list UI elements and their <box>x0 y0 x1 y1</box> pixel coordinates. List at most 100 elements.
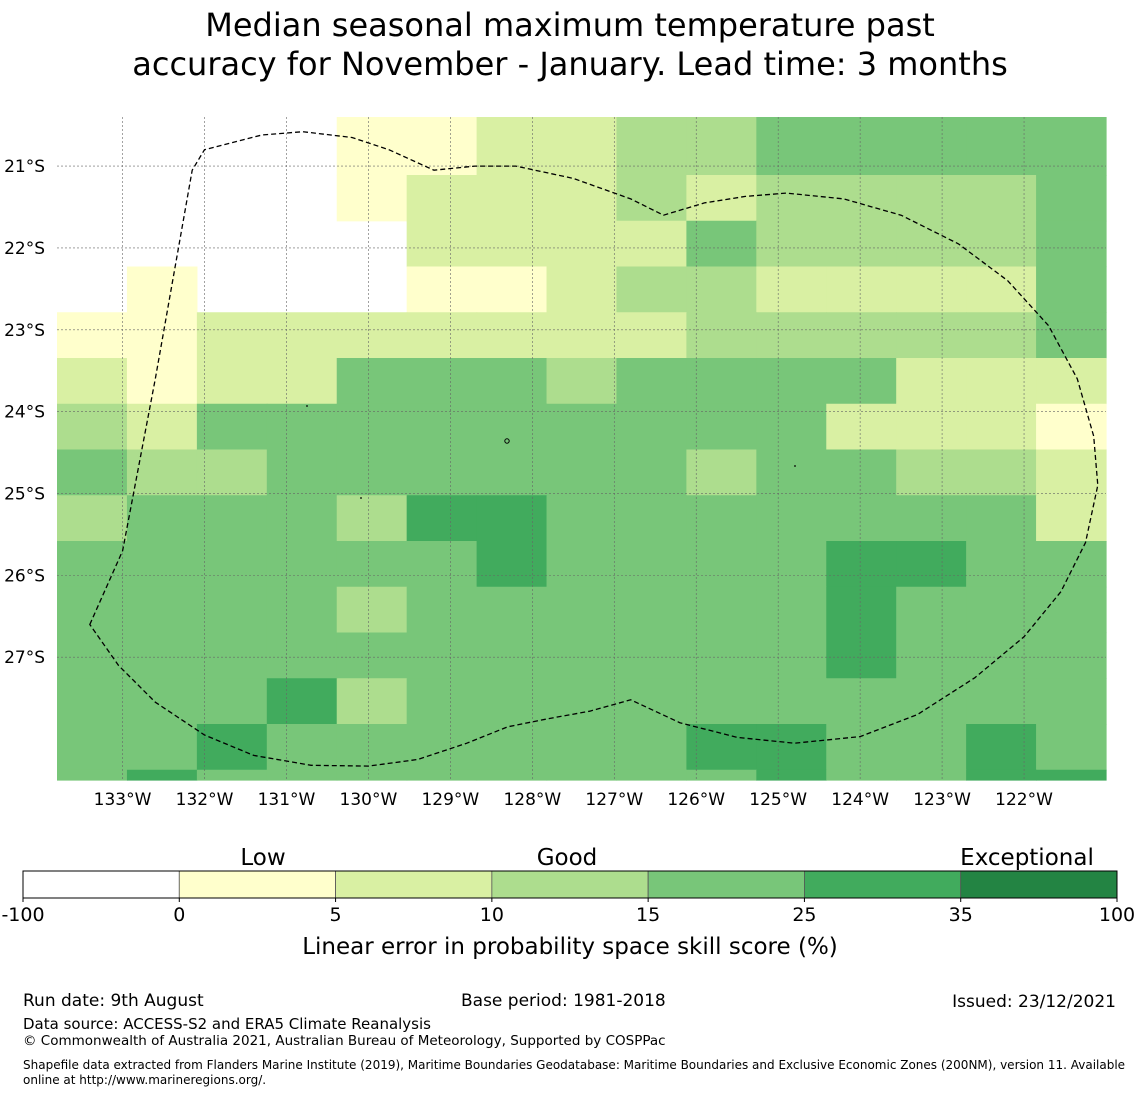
grid-cell <box>1036 117 1107 176</box>
grid-cell <box>686 312 757 359</box>
grid-cell <box>476 175 548 222</box>
grid-cell <box>266 769 338 781</box>
grid-cell <box>546 449 618 496</box>
grid-cell <box>476 403 548 451</box>
grid-cell <box>826 449 897 496</box>
grid-cell <box>546 541 618 588</box>
grid-cell <box>756 586 827 634</box>
grid-cell <box>686 358 757 405</box>
grid-cell <box>406 678 478 725</box>
colorbar-frame <box>22 870 1118 899</box>
grid-cell <box>546 403 618 451</box>
grid-cell <box>266 586 338 634</box>
grid-cell <box>616 495 687 542</box>
grid-cell <box>57 449 128 496</box>
grid-cell <box>406 541 478 588</box>
grid-cell <box>196 495 268 542</box>
grid-cell <box>57 541 128 588</box>
grid-cell <box>686 678 757 725</box>
grid-cell <box>826 312 897 359</box>
grid-cell <box>476 358 548 405</box>
skill-grid <box>57 117 1107 781</box>
grid-cell <box>126 312 198 359</box>
grid-cell <box>126 586 198 634</box>
grid-cell <box>756 769 827 781</box>
graticule <box>57 117 1106 780</box>
grid-cell <box>616 220 687 268</box>
grid-cell <box>686 266 757 313</box>
grid-cell <box>686 403 757 451</box>
grid-cell <box>126 449 198 496</box>
grid-cell <box>126 495 198 542</box>
grid-cell <box>336 769 408 781</box>
map-title-line-1: Median seasonal maximum temperature past <box>205 6 935 44</box>
legend: Low Good Exceptional -100 0 5 10 15 25 35 100 L… <box>1 845 1135 960</box>
grid-cell <box>686 495 757 542</box>
grid-cell <box>546 175 618 222</box>
latitude-label: 22°S <box>4 239 45 259</box>
grid-cell <box>406 449 478 496</box>
grid-cell <box>1036 632 1107 679</box>
colorbar-segment <box>491 870 649 899</box>
grid-cell <box>476 632 548 679</box>
longitude-labels: 133°W 132°W 131°W 130°W 129°W 128°W 127°W 126°W… <box>94 790 1053 810</box>
grid-cell <box>756 312 827 359</box>
island-marker <box>360 497 362 499</box>
grid-cell <box>616 586 687 634</box>
grid-cell <box>826 769 897 781</box>
grid-cell <box>756 220 827 268</box>
grid-cell <box>336 312 408 359</box>
grid-cell <box>616 724 687 771</box>
grid-cell <box>966 266 1037 313</box>
grid-cell <box>57 358 128 405</box>
grid-cell <box>966 632 1037 679</box>
latitude-label: 21°S <box>4 157 45 177</box>
longitude-label: 125°W <box>749 790 807 810</box>
longitude-label: 127°W <box>585 790 643 810</box>
grid-cell <box>966 724 1037 771</box>
grid-cell <box>686 724 757 771</box>
grid-cell <box>196 632 268 679</box>
grid-cell <box>196 678 268 725</box>
grid-cell <box>966 220 1037 268</box>
shapefile-credit-line-1: Shapefile data extracted from Flanders M… <box>23 1058 1126 1072</box>
grid-cell <box>616 541 687 588</box>
island-marker <box>794 465 796 467</box>
grid-cell <box>546 769 618 781</box>
island-marker <box>306 405 308 407</box>
grid-cell <box>476 312 548 359</box>
grid-cell <box>476 724 548 771</box>
grid-cell <box>336 541 408 588</box>
grid-cell <box>966 449 1037 496</box>
eez-boundary <box>89 131 1099 767</box>
grid-cell <box>1036 495 1107 542</box>
grid-cell <box>546 724 618 771</box>
grid-cell <box>896 769 967 781</box>
grid-cell <box>1036 541 1107 588</box>
map-title: Median seasonal maximum temperature past… <box>0 6 1140 84</box>
grid-cell <box>406 175 478 222</box>
grid-cell <box>546 495 618 542</box>
grid-cell <box>896 358 967 405</box>
colorbar-tick-label: -100 <box>1 904 44 926</box>
grid-cell <box>686 769 757 781</box>
map-title-line-2: accuracy for November - January. Lead ti… <box>132 45 1008 83</box>
grid-cell <box>616 678 687 725</box>
grid-cell <box>126 724 198 771</box>
grid-cell <box>756 495 827 542</box>
grid-cell <box>896 495 967 542</box>
grid-cell <box>686 449 757 496</box>
grid-cell <box>57 724 128 771</box>
grid-cell <box>896 220 967 268</box>
grid-cell <box>966 312 1037 359</box>
latitude-label: 25°S <box>4 485 45 505</box>
grid-cell <box>1036 769 1107 781</box>
colorbar-tick-label: 35 <box>949 904 973 926</box>
run-date: Run date: 9th August <box>23 991 204 1011</box>
issued-date: Issued: 23/12/2021 <box>952 992 1116 1012</box>
grid-cell <box>126 769 198 781</box>
grid-cell <box>126 541 198 588</box>
grid-cell <box>476 449 548 496</box>
shapefile-credit-line-2: online at http://www.marineregions.org/. <box>23 1073 267 1087</box>
